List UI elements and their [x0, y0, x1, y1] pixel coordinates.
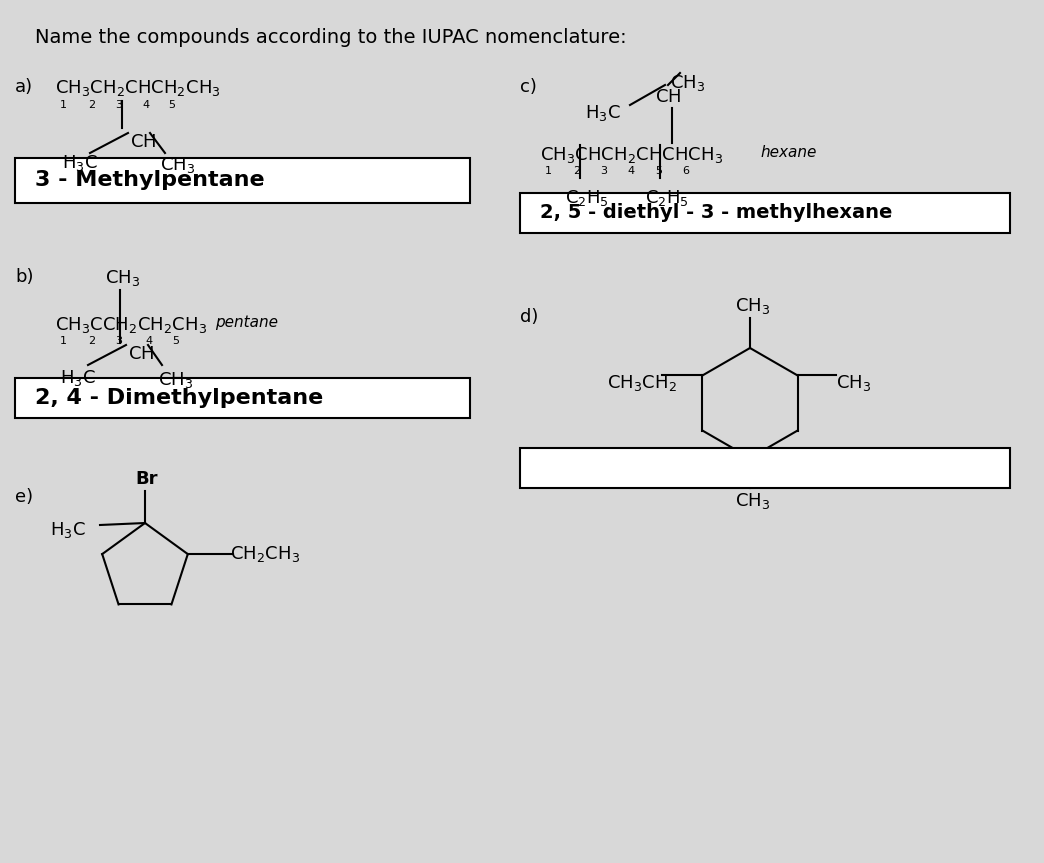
- Text: 4: 4: [142, 100, 149, 110]
- Text: $\mathregular{H_3C}$: $\mathregular{H_3C}$: [62, 153, 98, 173]
- Text: Name the compounds according to the IUPAC nomenclature:: Name the compounds according to the IUPA…: [35, 28, 626, 47]
- Bar: [520, 448, 1010, 488]
- Text: $\mathregular{CH_3}$: $\mathregular{CH_3}$: [160, 155, 195, 175]
- Text: $\mathregular{H_3C}$: $\mathregular{H_3C}$: [50, 520, 86, 540]
- Text: 3 - Methylpentane: 3 - Methylpentane: [35, 170, 264, 190]
- Text: $\mathregular{CH_3CH_2}$: $\mathregular{CH_3CH_2}$: [608, 373, 678, 393]
- Text: b): b): [15, 268, 33, 286]
- Text: $\mathregular{CH_2CH_3}$: $\mathregular{CH_2CH_3}$: [230, 544, 300, 564]
- Text: $\mathregular{H_3C}$: $\mathregular{H_3C}$: [585, 103, 621, 123]
- Text: $\mathregular{CH}$: $\mathregular{CH}$: [655, 88, 682, 106]
- Text: c): c): [520, 78, 537, 96]
- Text: Br: Br: [135, 470, 158, 488]
- Text: $\mathregular{C_2H_5}$: $\mathregular{C_2H_5}$: [645, 188, 689, 208]
- Text: $\mathregular{CH_3}$: $\mathregular{CH_3}$: [735, 296, 770, 316]
- Bar: [15, 378, 470, 418]
- Bar: [520, 193, 1010, 233]
- Text: 1: 1: [60, 100, 67, 110]
- Text: $\mathregular{CH_3}$: $\mathregular{CH_3}$: [835, 373, 871, 393]
- Text: 4: 4: [627, 166, 634, 176]
- Text: 3: 3: [115, 336, 122, 346]
- Text: $\mathregular{CH_3CHCH_2CHCHCH_3}$: $\mathregular{CH_3CHCH_2CHCHCH_3}$: [540, 145, 723, 165]
- Text: $\mathregular{CH_3CCH_2CH_2CH_3}$: $\mathregular{CH_3CCH_2CH_2CH_3}$: [55, 315, 207, 335]
- Text: $\mathregular{CH_3}$: $\mathregular{CH_3}$: [735, 491, 770, 511]
- Text: $\mathregular{CH_3}$: $\mathregular{CH_3}$: [670, 73, 706, 93]
- Text: pentane: pentane: [215, 315, 278, 330]
- Text: 2: 2: [88, 100, 95, 110]
- Text: $\mathregular{H_3C}$: $\mathregular{H_3C}$: [60, 368, 96, 388]
- Text: 2, 5 - diethyl - 3 - methylhexane: 2, 5 - diethyl - 3 - methylhexane: [540, 204, 893, 223]
- Text: $\mathregular{CH_3}$: $\mathregular{CH_3}$: [105, 268, 140, 288]
- Text: 2: 2: [573, 166, 580, 176]
- Bar: [15, 158, 470, 203]
- Text: $\mathregular{CH_3CH_2CHCH_2CH_3}$: $\mathregular{CH_3CH_2CHCH_2CH_3}$: [55, 78, 220, 98]
- Text: hexane: hexane: [760, 145, 816, 160]
- Text: d): d): [520, 308, 539, 326]
- Text: $\mathregular{CH}$: $\mathregular{CH}$: [128, 345, 155, 363]
- Text: $\mathregular{C_2H_5}$: $\mathregular{C_2H_5}$: [565, 188, 609, 208]
- Text: 3: 3: [115, 100, 122, 110]
- Text: 2: 2: [88, 336, 95, 346]
- Text: e): e): [15, 488, 33, 506]
- Text: 5: 5: [655, 166, 662, 176]
- Text: 6: 6: [682, 166, 689, 176]
- Text: 3: 3: [600, 166, 607, 176]
- Text: 1: 1: [60, 336, 67, 346]
- Text: 1: 1: [545, 166, 552, 176]
- Text: 5: 5: [168, 100, 175, 110]
- Text: 4: 4: [145, 336, 152, 346]
- Text: 2, 4 - Dimethylpentane: 2, 4 - Dimethylpentane: [35, 388, 324, 408]
- Text: a): a): [15, 78, 33, 96]
- Text: 5: 5: [172, 336, 179, 346]
- Text: $\mathregular{CH}$: $\mathregular{CH}$: [130, 133, 157, 151]
- Text: $\mathregular{CH_3}$: $\mathregular{CH_3}$: [158, 370, 193, 390]
